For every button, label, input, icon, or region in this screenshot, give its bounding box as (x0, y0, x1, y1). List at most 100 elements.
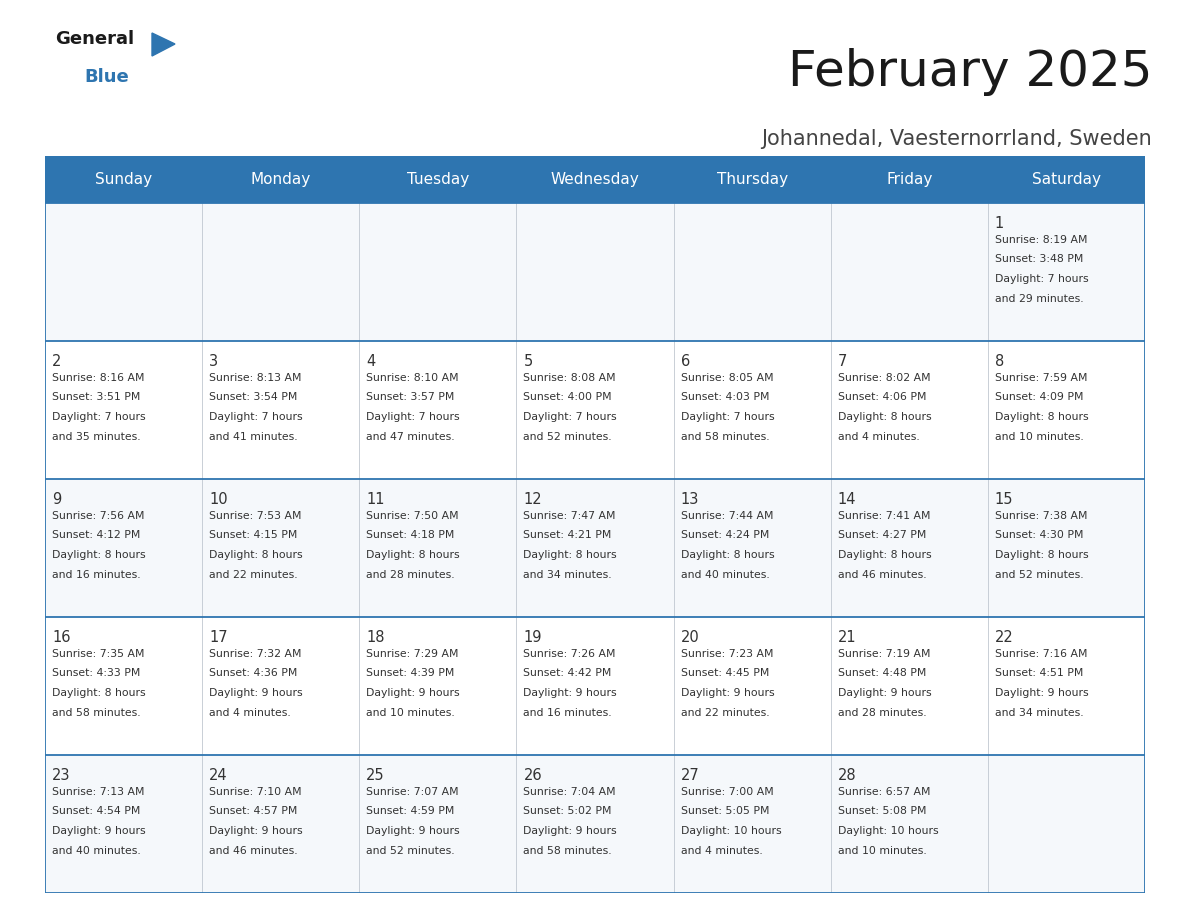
Text: and 41 minutes.: and 41 minutes. (209, 431, 298, 442)
Text: and 4 minutes.: and 4 minutes. (838, 431, 920, 442)
Text: Sunset: 4:27 PM: Sunset: 4:27 PM (838, 531, 927, 541)
Text: Sunrise: 8:10 AM: Sunrise: 8:10 AM (366, 373, 459, 383)
Text: and 28 minutes.: and 28 minutes. (366, 569, 455, 579)
Text: Sunrise: 7:32 AM: Sunrise: 7:32 AM (209, 649, 302, 659)
Text: Sunset: 3:57 PM: Sunset: 3:57 PM (366, 393, 455, 402)
Text: 22: 22 (994, 630, 1013, 645)
Text: General: General (55, 30, 134, 48)
Text: Daylight: 8 hours: Daylight: 8 hours (524, 550, 617, 560)
Text: February 2025: February 2025 (788, 49, 1152, 96)
Text: and 22 minutes.: and 22 minutes. (681, 708, 769, 718)
Text: and 46 minutes.: and 46 minutes. (838, 569, 927, 579)
Text: and 4 minutes.: and 4 minutes. (209, 708, 291, 718)
Text: Daylight: 9 hours: Daylight: 9 hours (524, 826, 617, 836)
Text: Sunset: 4:42 PM: Sunset: 4:42 PM (524, 668, 612, 678)
Text: 13: 13 (681, 492, 699, 507)
Text: 19: 19 (524, 630, 542, 645)
Text: Daylight: 9 hours: Daylight: 9 hours (209, 688, 303, 698)
Text: 1: 1 (994, 216, 1004, 231)
Text: and 16 minutes.: and 16 minutes. (52, 569, 140, 579)
Text: Sunrise: 7:59 AM: Sunrise: 7:59 AM (994, 373, 1087, 383)
Text: Sunrise: 7:19 AM: Sunrise: 7:19 AM (838, 649, 930, 659)
Text: and 4 minutes.: and 4 minutes. (681, 845, 763, 856)
Text: Sunset: 4:03 PM: Sunset: 4:03 PM (681, 393, 769, 402)
Text: Sunrise: 8:02 AM: Sunrise: 8:02 AM (838, 373, 930, 383)
Text: Sunset: 4:57 PM: Sunset: 4:57 PM (209, 807, 297, 816)
Text: Daylight: 9 hours: Daylight: 9 hours (681, 688, 775, 698)
Text: Monday: Monday (251, 172, 311, 187)
Text: Daylight: 9 hours: Daylight: 9 hours (209, 826, 303, 836)
Bar (45, 755, 1145, 893)
Text: Daylight: 7 hours: Daylight: 7 hours (209, 412, 303, 422)
Text: Sunset: 4:06 PM: Sunset: 4:06 PM (838, 393, 927, 402)
Text: 5: 5 (524, 354, 532, 369)
Text: 2: 2 (52, 354, 62, 369)
Text: Wednesday: Wednesday (550, 172, 639, 187)
Text: Sunset: 4:18 PM: Sunset: 4:18 PM (366, 531, 455, 541)
Text: Daylight: 8 hours: Daylight: 8 hours (838, 550, 931, 560)
Text: Sunrise: 7:04 AM: Sunrise: 7:04 AM (524, 787, 617, 797)
Text: Daylight: 7 hours: Daylight: 7 hours (681, 412, 775, 422)
Text: and 16 minutes.: and 16 minutes. (524, 708, 612, 718)
Bar (45, 203, 1145, 341)
Text: Daylight: 8 hours: Daylight: 8 hours (52, 688, 146, 698)
Text: and 58 minutes.: and 58 minutes. (524, 845, 612, 856)
Text: Sunset: 4:45 PM: Sunset: 4:45 PM (681, 668, 769, 678)
Text: and 22 minutes.: and 22 minutes. (209, 569, 298, 579)
Text: Daylight: 8 hours: Daylight: 8 hours (366, 550, 460, 560)
Text: Daylight: 7 hours: Daylight: 7 hours (52, 412, 146, 422)
Text: and 34 minutes.: and 34 minutes. (994, 708, 1083, 718)
Text: Sunset: 4:33 PM: Sunset: 4:33 PM (52, 668, 140, 678)
Text: Sunrise: 6:57 AM: Sunrise: 6:57 AM (838, 787, 930, 797)
Text: 28: 28 (838, 768, 857, 783)
Text: Daylight: 9 hours: Daylight: 9 hours (838, 688, 931, 698)
Text: Sunrise: 7:26 AM: Sunrise: 7:26 AM (524, 649, 615, 659)
Text: Daylight: 7 hours: Daylight: 7 hours (366, 412, 460, 422)
Text: Sunrise: 7:47 AM: Sunrise: 7:47 AM (524, 511, 615, 521)
Text: Sunset: 5:08 PM: Sunset: 5:08 PM (838, 807, 927, 816)
Text: and 34 minutes.: and 34 minutes. (524, 569, 612, 579)
Text: Sunrise: 7:13 AM: Sunrise: 7:13 AM (52, 787, 145, 797)
Text: Sunset: 3:54 PM: Sunset: 3:54 PM (209, 393, 297, 402)
Text: Daylight: 8 hours: Daylight: 8 hours (994, 412, 1088, 422)
Text: and 58 minutes.: and 58 minutes. (52, 708, 140, 718)
Text: Daylight: 9 hours: Daylight: 9 hours (366, 688, 460, 698)
Text: Daylight: 7 hours: Daylight: 7 hours (524, 412, 617, 422)
Text: 27: 27 (681, 768, 700, 783)
Bar (45, 156, 1145, 203)
Bar (45, 617, 1145, 755)
Polygon shape (152, 33, 175, 56)
Text: 10: 10 (209, 492, 228, 507)
Text: Sunrise: 7:53 AM: Sunrise: 7:53 AM (209, 511, 302, 521)
Text: and 10 minutes.: and 10 minutes. (366, 708, 455, 718)
Text: 15: 15 (994, 492, 1013, 507)
Text: Sunrise: 8:16 AM: Sunrise: 8:16 AM (52, 373, 145, 383)
Text: Sunrise: 8:05 AM: Sunrise: 8:05 AM (681, 373, 773, 383)
Text: Sunrise: 7:56 AM: Sunrise: 7:56 AM (52, 511, 145, 521)
Text: and 10 minutes.: and 10 minutes. (994, 431, 1083, 442)
Text: and 52 minutes.: and 52 minutes. (366, 845, 455, 856)
Text: 14: 14 (838, 492, 857, 507)
Bar (45, 341, 1145, 479)
Text: Daylight: 8 hours: Daylight: 8 hours (209, 550, 303, 560)
Text: Friday: Friday (886, 172, 933, 187)
Text: Daylight: 9 hours: Daylight: 9 hours (366, 826, 460, 836)
Text: Sunset: 4:09 PM: Sunset: 4:09 PM (994, 393, 1083, 402)
Text: Sunrise: 8:19 AM: Sunrise: 8:19 AM (994, 235, 1087, 245)
Text: Sunset: 4:24 PM: Sunset: 4:24 PM (681, 531, 769, 541)
Text: 8: 8 (994, 354, 1004, 369)
Text: Daylight: 8 hours: Daylight: 8 hours (681, 550, 775, 560)
Text: and 47 minutes.: and 47 minutes. (366, 431, 455, 442)
Text: Sunset: 4:15 PM: Sunset: 4:15 PM (209, 531, 297, 541)
Text: and 28 minutes.: and 28 minutes. (838, 708, 927, 718)
Text: Saturday: Saturday (1032, 172, 1101, 187)
Text: and 52 minutes.: and 52 minutes. (524, 431, 612, 442)
Text: and 29 minutes.: and 29 minutes. (994, 294, 1083, 304)
Text: Sunrise: 8:08 AM: Sunrise: 8:08 AM (524, 373, 617, 383)
Text: Daylight: 8 hours: Daylight: 8 hours (838, 412, 931, 422)
Text: 17: 17 (209, 630, 228, 645)
Text: 20: 20 (681, 630, 700, 645)
Text: Sunset: 3:48 PM: Sunset: 3:48 PM (994, 254, 1083, 264)
Text: Sunset: 4:51 PM: Sunset: 4:51 PM (994, 668, 1083, 678)
Text: and 40 minutes.: and 40 minutes. (681, 569, 770, 579)
